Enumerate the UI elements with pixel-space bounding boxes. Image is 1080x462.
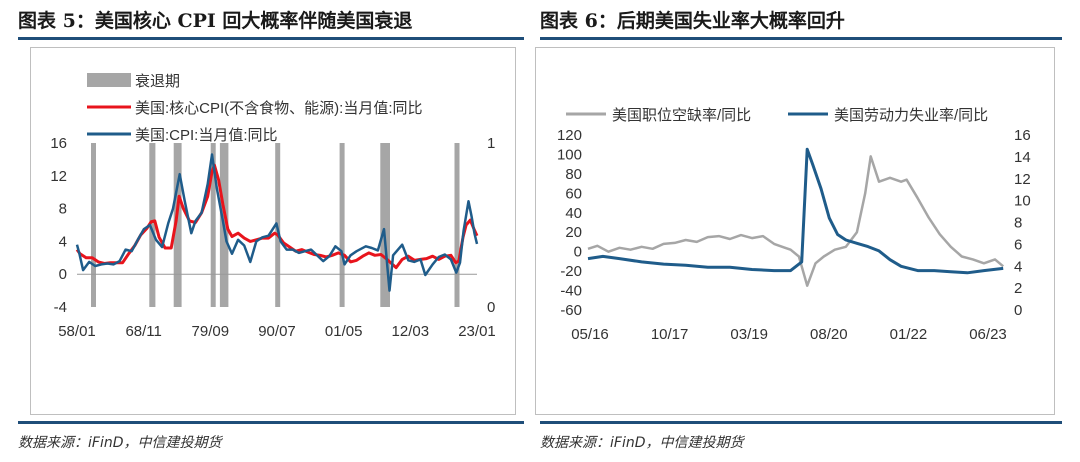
y-right-tick-label: 14	[1014, 149, 1031, 166]
y-right-tick-label: 6	[1014, 236, 1022, 253]
recession-bar	[149, 143, 156, 307]
y-left-tick-label: 8	[59, 201, 67, 218]
y-left-tick-label: 0	[59, 266, 67, 283]
y-left-tick-label: -60	[560, 302, 582, 319]
y-left-tick-label: 40	[565, 205, 582, 222]
recession-bar	[380, 143, 390, 307]
recession-bar	[173, 143, 182, 307]
x-tick-label: 10/17	[651, 326, 689, 343]
x-tick-label: 01/05	[325, 323, 363, 340]
left-figure-title: 图表 5：美国核心 CPI 回大概率伴随美国衰退	[18, 10, 413, 32]
unemployment-vacancy-chart: -60 -40 -20 0 20 40 60 80 100 120 0 2 4 6 8 10 12 14 16 05/…	[557, 107, 1031, 343]
x-tick-label: 79/09	[192, 323, 230, 340]
y-left-tick-label: 0	[574, 244, 582, 261]
x-tick-label: 03/19	[730, 326, 768, 343]
recession-bar	[91, 143, 96, 307]
legend-swatch-recession	[87, 73, 131, 87]
y-left-tick-label: 12	[50, 168, 67, 185]
right-source-note: 数据来源：iFinD，中信建投期货	[540, 435, 744, 451]
y-right-tick-label: 12	[1014, 171, 1031, 188]
recession-bar	[454, 143, 460, 307]
x-tick-label: 90/07	[258, 323, 296, 340]
x-tick-label: 12/03	[392, 323, 430, 340]
y-right-tick-label: 0	[1014, 302, 1022, 319]
x-tick-label: 08/20	[810, 326, 848, 343]
y-right-tick-label: 2	[1014, 280, 1022, 297]
left-bottom-rule	[18, 421, 524, 424]
legend-label: 美国:核心CPI(不含食物、能源):当月值:同比	[135, 100, 423, 117]
right-chart-panel: -60 -40 -20 0 20 40 60 80 100 120 0 2 4 6 8 10 12 14 16 05/…	[535, 47, 1055, 415]
cpi-line	[75, 153, 479, 292]
x-tick-label: 58/01	[58, 323, 96, 340]
x-tick-label: 06/23	[969, 326, 1007, 343]
y-left-tick-label: 4	[59, 233, 67, 250]
right-figure-title: 图表 6：后期美国失业率大概率回升	[540, 10, 845, 32]
recession-bar	[210, 143, 216, 307]
y-left-tick-label: 100	[557, 146, 582, 163]
y-left-tick-label: -4	[54, 299, 67, 316]
x-tick-label: 23/01	[458, 323, 496, 340]
left-title-rule	[18, 37, 524, 40]
y-left-tick-label: 16	[50, 135, 67, 152]
left-source-note: 数据来源：iFinD，中信建投期货	[18, 435, 222, 451]
y-left-tick-label: -40	[560, 283, 582, 300]
legend-label: 美国:CPI:当月值:同比	[135, 127, 278, 144]
x-tick-label: 01/22	[890, 326, 928, 343]
x-tick-label: 68/11	[125, 323, 161, 340]
y-right-tick-label: 0	[487, 299, 495, 316]
vacancy-line	[587, 155, 1005, 287]
legend-label: 衰退期	[135, 73, 180, 90]
left-chart-panel: -4 0 4 8 12 16 0 1 58/01 68/11 79/09 90/07 01/05 12/0…	[30, 47, 516, 415]
x-tick-label: 05/16	[571, 326, 609, 343]
y-right-tick-label: 4	[1014, 258, 1022, 275]
right-bottom-rule	[540, 421, 1062, 424]
y-left-tick-label: 20	[565, 224, 582, 241]
right-title-rule	[540, 37, 1062, 40]
recession-bar	[339, 143, 345, 307]
unemployment-line	[587, 147, 1004, 275]
y-left-tick-label: 120	[557, 127, 582, 144]
legend-label: 美国劳动力失业率/同比	[834, 107, 988, 124]
y-right-tick-label: 10	[1014, 193, 1031, 210]
y-left-tick-label: 60	[565, 185, 582, 202]
legend-label: 美国职位空缺率/同比	[612, 107, 751, 124]
y-left-tick-label: 80	[565, 166, 582, 183]
y-right-tick-label: 8	[1014, 215, 1022, 232]
y-left-tick-label: -20	[560, 263, 582, 280]
y-right-tick-label: 16	[1014, 127, 1031, 144]
cpi-recession-chart: -4 0 4 8 12 16 0 1 58/01 68/11 79/09 90/07 01/05 12/0…	[50, 73, 496, 340]
y-right-tick-label: 1	[487, 135, 495, 152]
